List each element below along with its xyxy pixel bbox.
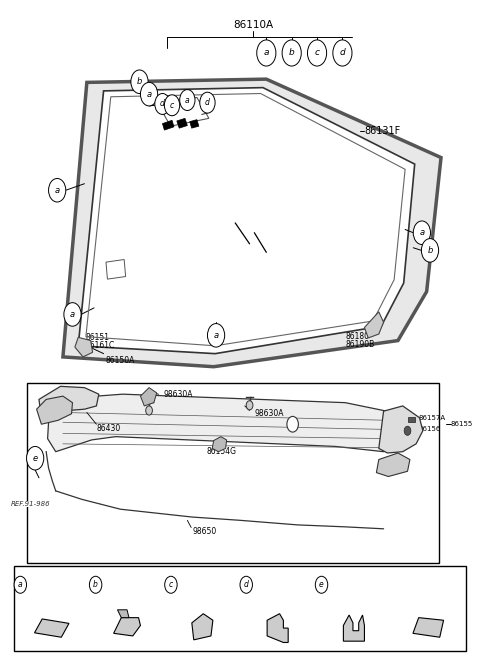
Circle shape bbox=[404, 426, 411, 436]
Text: c: c bbox=[170, 101, 174, 110]
Circle shape bbox=[282, 40, 301, 66]
Text: 81199: 81199 bbox=[331, 580, 355, 590]
Polygon shape bbox=[63, 79, 441, 367]
Text: a: a bbox=[185, 96, 190, 105]
Text: 98630A: 98630A bbox=[254, 409, 284, 419]
Circle shape bbox=[14, 576, 26, 593]
Circle shape bbox=[333, 40, 352, 66]
Polygon shape bbox=[376, 453, 410, 477]
Circle shape bbox=[180, 90, 195, 111]
Text: a: a bbox=[214, 331, 218, 340]
Text: 86430: 86430 bbox=[96, 424, 120, 434]
Text: a: a bbox=[18, 580, 23, 590]
FancyBboxPatch shape bbox=[27, 383, 439, 563]
Text: 86115: 86115 bbox=[180, 580, 204, 590]
Text: 86157A: 86157A bbox=[419, 415, 445, 421]
Text: 86156: 86156 bbox=[419, 426, 441, 432]
Text: 97257U: 97257U bbox=[255, 580, 285, 590]
Text: 86161C: 86161C bbox=[86, 341, 115, 350]
Bar bbox=[408, 417, 415, 422]
Polygon shape bbox=[177, 119, 187, 128]
Circle shape bbox=[257, 40, 276, 66]
Text: 98630A: 98630A bbox=[163, 390, 193, 399]
Text: 98650: 98650 bbox=[192, 527, 216, 536]
Text: b: b bbox=[137, 77, 142, 86]
Polygon shape bbox=[36, 396, 72, 424]
Polygon shape bbox=[75, 337, 93, 357]
Circle shape bbox=[89, 576, 102, 593]
Text: 86154G: 86154G bbox=[206, 447, 237, 456]
Circle shape bbox=[26, 447, 44, 470]
FancyBboxPatch shape bbox=[14, 566, 466, 651]
Polygon shape bbox=[35, 619, 69, 637]
Polygon shape bbox=[141, 388, 157, 406]
Text: 86155: 86155 bbox=[451, 421, 473, 426]
Polygon shape bbox=[190, 120, 199, 128]
Text: c: c bbox=[169, 580, 173, 590]
Circle shape bbox=[155, 94, 170, 115]
Text: 86124D: 86124D bbox=[29, 580, 60, 590]
Circle shape bbox=[164, 95, 180, 116]
Text: e: e bbox=[319, 580, 324, 590]
Text: a: a bbox=[55, 186, 60, 195]
Circle shape bbox=[246, 401, 253, 410]
Circle shape bbox=[64, 303, 81, 326]
Circle shape bbox=[308, 40, 326, 66]
Circle shape bbox=[131, 70, 148, 94]
Text: a: a bbox=[264, 48, 269, 58]
Circle shape bbox=[165, 576, 177, 593]
Text: 86150A: 86150A bbox=[106, 356, 135, 365]
Polygon shape bbox=[39, 386, 99, 419]
Text: a: a bbox=[146, 90, 152, 99]
Polygon shape bbox=[48, 394, 412, 452]
Circle shape bbox=[413, 221, 431, 244]
Text: d: d bbox=[205, 98, 210, 107]
Polygon shape bbox=[379, 406, 423, 453]
Text: a: a bbox=[70, 310, 75, 319]
Text: 86131F: 86131F bbox=[364, 126, 401, 136]
Text: 86190B: 86190B bbox=[345, 340, 374, 349]
Text: b: b bbox=[93, 580, 98, 590]
Text: d: d bbox=[160, 100, 165, 109]
Polygon shape bbox=[343, 615, 364, 641]
Polygon shape bbox=[267, 614, 288, 643]
Text: d: d bbox=[339, 48, 345, 58]
Circle shape bbox=[421, 238, 439, 262]
Polygon shape bbox=[114, 618, 141, 636]
Text: 87864: 87864 bbox=[105, 580, 129, 590]
Circle shape bbox=[141, 83, 157, 106]
Text: 86151: 86151 bbox=[86, 333, 110, 342]
Text: 86110A: 86110A bbox=[233, 20, 274, 30]
Polygon shape bbox=[192, 614, 213, 640]
Circle shape bbox=[315, 576, 328, 593]
Text: b: b bbox=[289, 48, 295, 58]
Polygon shape bbox=[78, 88, 415, 354]
Polygon shape bbox=[162, 121, 174, 130]
Text: REF.91-986: REF.91-986 bbox=[11, 501, 51, 507]
Text: d: d bbox=[244, 580, 249, 590]
Circle shape bbox=[146, 406, 153, 415]
Polygon shape bbox=[364, 312, 384, 338]
Circle shape bbox=[287, 417, 299, 432]
Text: e: e bbox=[33, 454, 38, 462]
Circle shape bbox=[240, 576, 252, 593]
Text: 86180: 86180 bbox=[345, 331, 369, 341]
Text: 97254M: 97254M bbox=[413, 580, 444, 590]
Circle shape bbox=[200, 92, 215, 113]
Polygon shape bbox=[212, 437, 227, 452]
Circle shape bbox=[48, 178, 66, 202]
Text: a: a bbox=[420, 228, 424, 237]
Polygon shape bbox=[118, 610, 129, 618]
Circle shape bbox=[207, 324, 225, 347]
Text: c: c bbox=[314, 48, 320, 58]
Text: b: b bbox=[427, 246, 432, 255]
Polygon shape bbox=[413, 618, 444, 637]
